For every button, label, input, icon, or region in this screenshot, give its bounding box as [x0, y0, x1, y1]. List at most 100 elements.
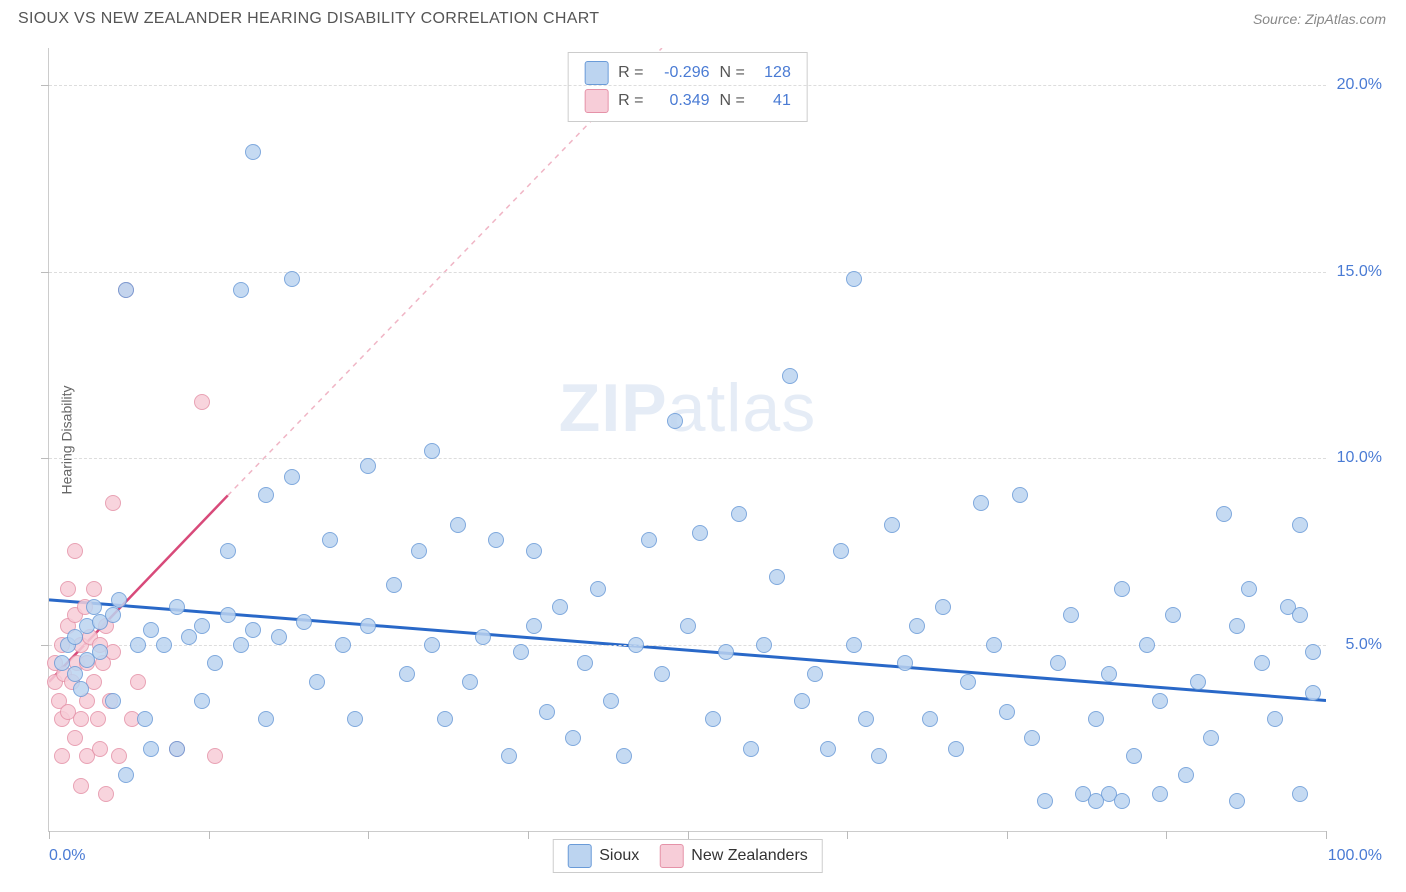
scatter-point-sioux: [1088, 711, 1104, 727]
stats-row: R = -0.296 N = 128: [584, 59, 791, 87]
scatter-point-sioux: [667, 413, 683, 429]
legend-item-nz: New Zealanders: [659, 844, 808, 868]
chart-source: Source: ZipAtlas.com: [1253, 11, 1386, 27]
x-tick: [1007, 831, 1008, 839]
scatter-point-sioux: [565, 730, 581, 746]
scatter-point-sioux: [73, 681, 89, 697]
scatter-point-sioux: [1114, 581, 1130, 597]
scatter-point-sioux: [794, 693, 810, 709]
scatter-point-nz: [194, 394, 210, 410]
y-tick: [41, 85, 49, 86]
scatter-point-sioux: [130, 637, 146, 653]
scatter-point-sioux: [1305, 685, 1321, 701]
stats-r-label: R =: [618, 92, 643, 110]
scatter-point-sioux: [731, 506, 747, 522]
scatter-point-sioux: [220, 607, 236, 623]
y-tick-label: 10.0%: [1337, 449, 1382, 467]
scatter-point-sioux: [1178, 767, 1194, 783]
scatter-point-sioux: [782, 368, 798, 384]
stats-swatch-nz: [584, 89, 608, 113]
scatter-point-sioux: [207, 655, 223, 671]
scatter-point-sioux: [411, 543, 427, 559]
scatter-point-sioux: [960, 674, 976, 690]
scatter-point-sioux: [92, 644, 108, 660]
scatter-point-nz: [60, 581, 76, 597]
scatter-point-sioux: [909, 618, 925, 634]
scatter-point-sioux: [1114, 793, 1130, 809]
scatter-point-sioux: [194, 618, 210, 634]
scatter-point-sioux: [1229, 793, 1245, 809]
y-tick: [41, 645, 49, 646]
scatter-point-sioux: [169, 599, 185, 615]
scatter-point-sioux: [743, 741, 759, 757]
scatter-point-sioux: [935, 599, 951, 615]
scatter-point-nz: [90, 711, 106, 727]
scatter-point-sioux: [271, 629, 287, 645]
scatter-point-sioux: [1216, 506, 1232, 522]
scatter-point-sioux: [1012, 487, 1028, 503]
scatter-point-sioux: [1024, 730, 1040, 746]
x-tick-label: 0.0%: [49, 847, 85, 865]
legend-label: Sioux: [599, 847, 639, 865]
scatter-point-sioux: [807, 666, 823, 682]
scatter-point-sioux: [1241, 581, 1257, 597]
x-tick: [49, 831, 50, 839]
scatter-point-sioux: [641, 532, 657, 548]
scatter-point-sioux: [1037, 793, 1053, 809]
scatter-point-nz: [98, 786, 114, 802]
scatter-point-sioux: [245, 622, 261, 638]
legend-label: New Zealanders: [691, 847, 808, 865]
legend-item-sioux: Sioux: [567, 844, 639, 868]
scatter-point-nz: [130, 674, 146, 690]
y-tick: [41, 458, 49, 459]
y-tick-label: 5.0%: [1346, 636, 1382, 654]
scatter-point-sioux: [501, 748, 517, 764]
scatter-point-sioux: [1292, 517, 1308, 533]
chart-title: SIOUX VS NEW ZEALANDER HEARING DISABILIT…: [18, 10, 599, 28]
scatter-point-sioux: [233, 282, 249, 298]
scatter-point-sioux: [488, 532, 504, 548]
scatter-point-sioux: [118, 282, 134, 298]
watermark: ZIPatlas: [559, 369, 816, 447]
scatter-point-sioux: [67, 666, 83, 682]
x-tick: [209, 831, 210, 839]
scatter-point-sioux: [360, 458, 376, 474]
scatter-point-sioux: [245, 144, 261, 160]
x-tick-label: 100.0%: [1328, 847, 1382, 865]
scatter-point-nz: [67, 543, 83, 559]
trendlines-svg: [49, 48, 1326, 831]
y-tick: [41, 272, 49, 273]
scatter-point-sioux: [450, 517, 466, 533]
scatter-point-sioux: [1152, 693, 1168, 709]
scatter-point-nz: [207, 748, 223, 764]
scatter-point-sioux: [194, 693, 210, 709]
bottom-legend: Sioux New Zealanders: [552, 839, 823, 873]
scatter-point-sioux: [552, 599, 568, 615]
scatter-point-sioux: [513, 644, 529, 660]
scatter-point-nz: [92, 741, 108, 757]
scatter-point-sioux: [1190, 674, 1206, 690]
stats-box: R = -0.296 N = 128 R = 0.349 N = 41: [567, 52, 808, 122]
scatter-point-nz: [105, 495, 121, 511]
scatter-point-sioux: [884, 517, 900, 533]
scatter-point-sioux: [258, 711, 274, 727]
scatter-point-sioux: [705, 711, 721, 727]
scatter-point-sioux: [258, 487, 274, 503]
stats-row: R = 0.349 N = 41: [584, 87, 791, 115]
scatter-point-sioux: [692, 525, 708, 541]
legend-swatch-sioux: [567, 844, 591, 868]
scatter-point-sioux: [335, 637, 351, 653]
scatter-point-sioux: [220, 543, 236, 559]
scatter-point-sioux: [769, 569, 785, 585]
y-tick-label: 15.0%: [1337, 263, 1382, 281]
scatter-point-sioux: [143, 622, 159, 638]
x-tick: [1166, 831, 1167, 839]
scatter-point-sioux: [1088, 793, 1104, 809]
scatter-point-sioux: [922, 711, 938, 727]
scatter-point-sioux: [424, 443, 440, 459]
scatter-point-sioux: [399, 666, 415, 682]
gridline: [49, 272, 1326, 273]
x-tick: [368, 831, 369, 839]
scatter-point-sioux: [628, 637, 644, 653]
scatter-point-sioux: [680, 618, 696, 634]
